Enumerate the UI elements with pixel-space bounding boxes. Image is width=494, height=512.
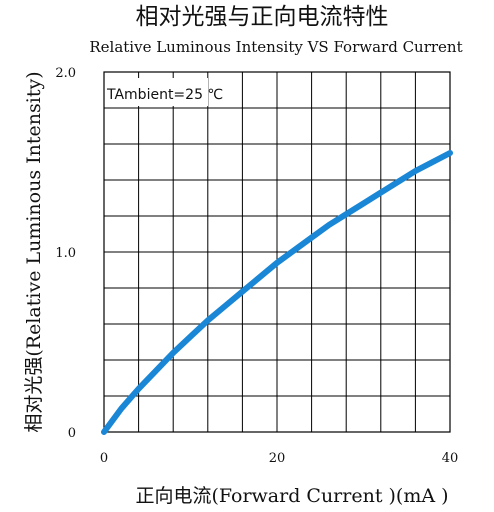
grid	[104, 72, 450, 432]
x-axis-ticks: 0 20 40	[100, 451, 458, 466]
x-tick-label: 20	[269, 451, 286, 466]
y-tick-label: 2.0	[55, 66, 76, 81]
chart-subtitle: Relative Luminous Intensity VS Forward C…	[89, 38, 462, 56]
series-line	[101, 150, 453, 435]
ambient-annotation: TAmbient=25 ℃	[106, 87, 223, 103]
annotation-box	[105, 78, 208, 106]
chart-title: 相对光强与正向电流特性	[136, 4, 389, 30]
y-axis-label: 相对光强(Relative Luminous Intensity)	[23, 71, 45, 432]
y-axis-ticks: 0 1.0 2.0	[55, 66, 76, 441]
y-tick-label: 1.0	[55, 246, 76, 261]
x-tick-label: 40	[442, 451, 459, 466]
x-tick-label: 0	[100, 451, 108, 466]
x-axis-label: 正向电流(Forward Current )(mA )	[135, 485, 448, 507]
plot-frame	[103, 71, 451, 433]
y-tick-label: 0	[68, 426, 76, 441]
